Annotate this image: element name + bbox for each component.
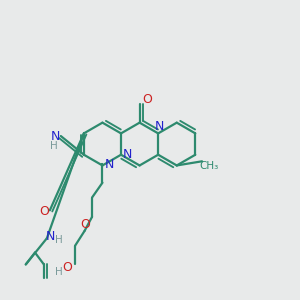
Text: H: H — [55, 235, 63, 245]
Text: N: N — [154, 120, 164, 133]
Text: N: N — [46, 230, 56, 243]
Text: O: O — [80, 218, 90, 231]
Text: CH₃: CH₃ — [200, 161, 219, 171]
Text: O: O — [142, 93, 152, 106]
Text: H: H — [50, 141, 57, 151]
Text: N: N — [105, 158, 115, 171]
Text: H: H — [56, 268, 63, 278]
Text: O: O — [62, 261, 72, 274]
Text: O: O — [39, 205, 49, 218]
Text: N: N — [123, 148, 132, 161]
Text: N: N — [51, 130, 60, 142]
